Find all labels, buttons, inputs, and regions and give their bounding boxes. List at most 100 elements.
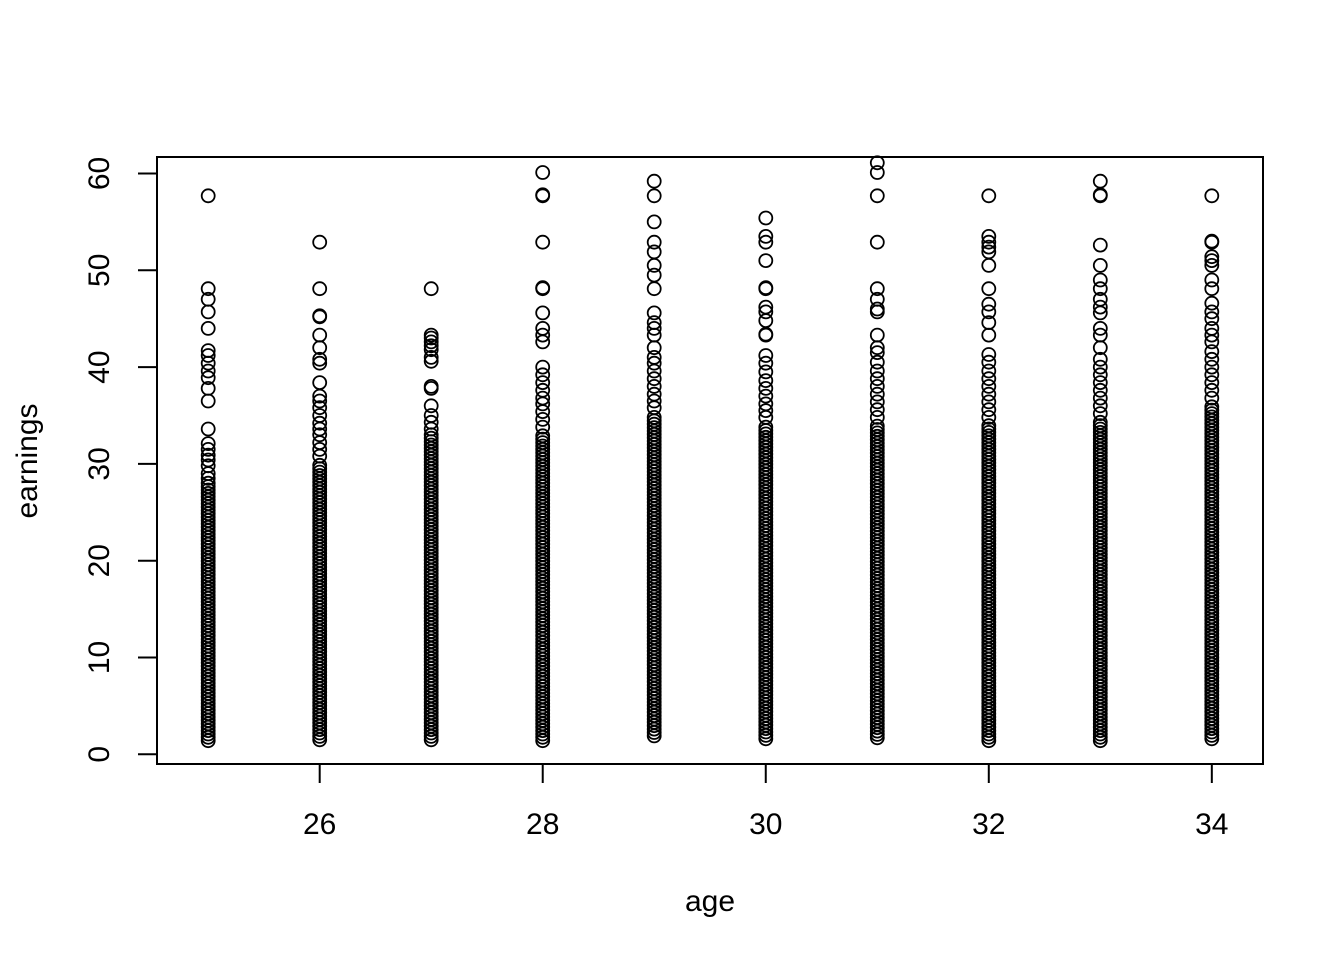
data-point [1092,173,1108,189]
data-point [1092,382,1108,398]
data-point [200,475,216,491]
data-point [535,280,551,296]
data-point [981,402,997,418]
y-tick-label: 30 [83,447,116,480]
data-point [1204,344,1220,360]
data-point [869,402,885,418]
data-point [758,234,774,250]
data-point [981,409,997,425]
data-point [869,386,885,402]
data-point [423,327,439,343]
data-point [1092,359,1108,375]
data-point [1204,367,1220,383]
data-point [1204,272,1220,288]
data-point [200,348,216,363]
data-point [869,354,885,370]
data-point [758,388,774,404]
data-point [981,228,997,244]
data-point [646,393,662,409]
data-point [312,415,328,431]
data-point [646,355,662,371]
data-point [981,239,997,255]
y-tick-label: 60 [83,157,116,190]
data-point [200,370,216,386]
data-point [535,359,551,375]
data-point [869,371,885,387]
data-point [1204,188,1220,204]
data-point [981,327,997,343]
data-point [200,458,216,474]
data-point [1204,304,1220,320]
y-axis-label: earnings [11,403,44,518]
data-point [1204,233,1220,249]
data-point [200,343,216,359]
data-point [312,393,328,409]
data-point [535,367,551,383]
data-point [200,441,216,457]
data-point [1204,257,1220,273]
data-point [981,188,997,204]
data-point [1204,359,1220,375]
data-point [981,281,997,297]
data-point [758,355,774,371]
data-point [869,188,885,204]
data-point [1092,187,1108,203]
data-point [423,378,439,394]
data-point [646,363,662,379]
data-point [1092,299,1108,315]
y-tick-label: 40 [83,350,116,383]
data-point [535,305,551,321]
data-point [312,408,328,423]
data-point [200,380,216,396]
data-point [869,301,885,317]
data-point [423,281,439,297]
data-point [1204,327,1220,343]
data-point [200,281,216,297]
data-point [312,327,328,343]
data-point [535,327,551,343]
data-point [535,187,551,203]
y-axis: 0 10 20 30 40 50 60 [83,157,158,763]
data-point [646,173,662,189]
data-point [535,234,551,250]
data-point [1092,375,1108,391]
y-tick-label: 50 [83,254,116,287]
data-point [646,409,662,425]
data-point [200,393,216,409]
data-point [646,320,662,336]
data-point [535,411,551,427]
data-point [1204,320,1220,336]
data-point [758,299,774,315]
data-point [200,291,216,307]
data-point [423,342,439,358]
data-point [869,281,885,297]
data-point [981,315,997,331]
data-point [981,418,997,434]
data-point [423,398,439,414]
data-point [981,296,997,312]
data-point [869,155,885,171]
x-tick-label: 28 [526,808,559,841]
data-point [758,228,774,244]
data-point [646,267,662,283]
data-point [758,396,774,412]
data-point [200,452,216,468]
data-point [1092,390,1108,406]
y-tick-label: 20 [83,544,116,577]
data-point [312,281,328,297]
x-tick-label: 26 [303,808,336,841]
data-point [981,347,997,362]
data-point [1204,281,1220,297]
data-point [200,363,216,379]
data-point [423,353,439,369]
data-point [758,364,774,380]
data-point [758,348,774,363]
data-point [312,441,328,457]
data-point [535,419,551,435]
data-point [646,188,662,204]
data-point [1204,253,1220,269]
data-point [423,349,439,365]
data-point [981,394,997,410]
data-point [312,400,328,416]
x-axis-label: age [685,885,735,918]
